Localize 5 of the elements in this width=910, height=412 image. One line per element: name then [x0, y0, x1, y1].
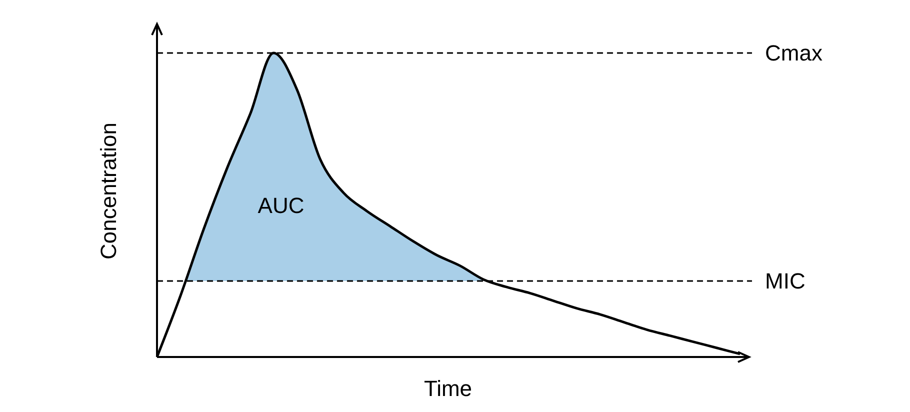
ref-line-label: Cmax — [765, 40, 822, 66]
x-axis-title: Time — [424, 376, 472, 401]
y-axis-title: Concentration — [96, 122, 121, 260]
ref-line-label: MIC — [765, 268, 806, 294]
annotation: AUC — [258, 193, 304, 218]
